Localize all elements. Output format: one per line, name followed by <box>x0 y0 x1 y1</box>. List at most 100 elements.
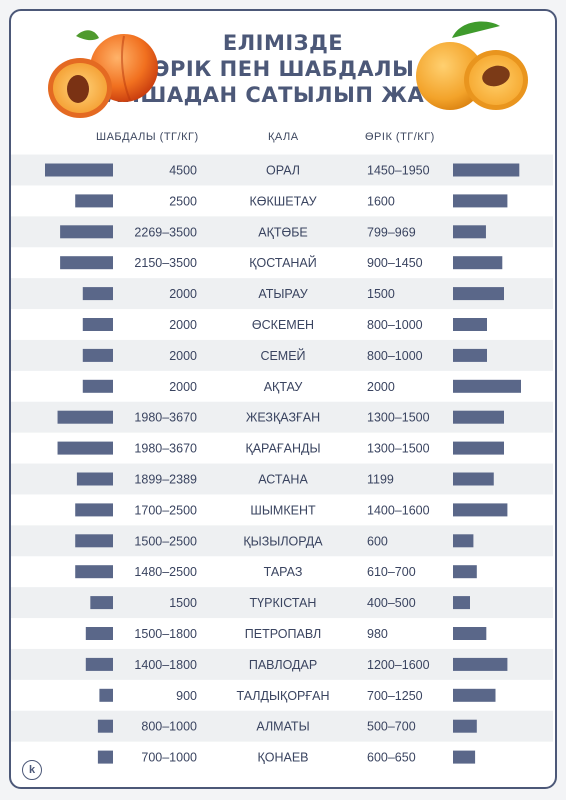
peach-bar <box>60 225 113 239</box>
apricot-price-label: 1600 <box>367 194 395 208</box>
apricot-bar <box>453 750 476 764</box>
peach-price-label: 1500 <box>169 596 197 610</box>
city-label: КӨКШЕТАУ <box>249 194 316 208</box>
city-label: ТҮРКІСТАН <box>250 596 317 610</box>
apricot-price-label: 1400–1600 <box>367 503 430 517</box>
apricot-illustration <box>416 21 528 110</box>
apricot-price-label: 1200–1600 <box>367 658 430 672</box>
city-label: ҚАРАҒАНДЫ <box>245 442 320 456</box>
peach-bar <box>82 287 113 301</box>
peach-price-label: 1980–3670 <box>134 442 197 456</box>
peach-bar <box>75 194 113 208</box>
header-peach: ШАБДАЛЫ (ТГ/КГ) <box>96 131 199 143</box>
peach-price-label: 700–1000 <box>141 751 197 765</box>
peach-bar <box>75 503 113 517</box>
peach-price-label: 1500–2500 <box>134 534 197 548</box>
peach-price-label: 2000 <box>169 349 197 363</box>
peach-price-label: 1899–2389 <box>134 473 197 487</box>
peach-price-label: 1480–2500 <box>134 565 197 579</box>
apricot-bar <box>453 410 504 424</box>
peach-price-label: 2000 <box>169 380 197 394</box>
title-line-2: ӨРІК ПЕН ШАБДАЛЫ <box>151 57 415 81</box>
peach-price-label: 800–1000 <box>141 720 197 734</box>
peach-bar <box>82 318 113 331</box>
apricot-bar <box>453 225 486 239</box>
city-label: ҚОСТАНАЙ <box>249 255 317 270</box>
peach-bar <box>45 163 113 177</box>
apricot-bar <box>453 657 508 671</box>
header-apricot: ӨРІК (ТГ/КГ) <box>365 131 435 143</box>
apricot-price-label: 2000 <box>367 380 395 394</box>
header-city: ҚАЛА <box>268 131 299 143</box>
apricot-bar <box>453 194 508 208</box>
apricot-price-label: 1300–1500 <box>367 411 430 425</box>
peach-bar <box>57 441 113 455</box>
city-label: ҚОНАЕВ <box>257 751 308 765</box>
peach-bar <box>76 472 113 486</box>
apricot-price-label: 400–500 <box>367 596 416 610</box>
peach-bar <box>85 627 113 640</box>
peach-price-label: 2500 <box>169 194 197 208</box>
city-label: АТЫРАУ <box>258 287 307 301</box>
city-label: ШЫМКЕНТ <box>250 503 316 517</box>
apricot-price-label: 1450–1950 <box>367 164 430 178</box>
peach-price-label: 900 <box>176 689 197 703</box>
peach-price-label: 1400–1800 <box>134 658 197 672</box>
peach-bar <box>75 565 113 579</box>
peach-price-label: 2269–3500 <box>134 225 197 239</box>
city-label: АҚТӨБЕ <box>258 225 308 239</box>
city-label: ӨСКЕМЕН <box>252 318 314 332</box>
apricot-bar <box>453 565 477 579</box>
apricot-price-label: 600–650 <box>367 751 416 765</box>
apricot-bar <box>453 627 487 640</box>
city-label: ЖЕЗҚАЗҒАН <box>246 411 320 425</box>
apricot-price-label: 600 <box>367 534 388 548</box>
apricot-bar <box>453 688 496 702</box>
city-label: ПАВЛОДАР <box>249 658 317 672</box>
city-label: АСТАНА <box>258 473 308 487</box>
peach-bar <box>90 596 113 610</box>
peach-price-label: 2150–3500 <box>134 256 197 270</box>
city-label: АЛМАТЫ <box>256 720 309 734</box>
apricot-bar <box>453 719 477 733</box>
peach-bar <box>97 750 113 764</box>
apricot-bar <box>453 441 504 455</box>
apricot-price-label: 1500 <box>367 287 395 301</box>
peach-bar <box>99 688 113 702</box>
apricot-bar <box>453 256 503 270</box>
title-line-3: ҚАНШАДАН САТЫЛЫП ЖАТЫР <box>88 83 478 107</box>
apricot-price-label: 1199 <box>367 473 394 487</box>
peach-price-label: 1700–2500 <box>134 503 197 517</box>
apricot-bar <box>453 472 494 486</box>
apricot-bar <box>453 318 487 331</box>
apricot-bar <box>453 163 520 177</box>
apricot-price-label: 500–700 <box>367 720 416 734</box>
peach-price-label: 2000 <box>169 318 197 332</box>
peach-price-label: 2000 <box>169 287 197 301</box>
apricot-price-label: 800–1000 <box>367 349 423 363</box>
apricot-bar <box>453 287 504 301</box>
brand-logo: k <box>22 760 42 780</box>
title-line-1: ЕЛІМІЗДЕ <box>222 31 344 55</box>
peach-price-label: 1980–3670 <box>134 411 197 425</box>
apricot-price-label: 980 <box>367 627 388 641</box>
city-label: ОРАЛ <box>266 164 300 178</box>
peach-bar <box>85 657 113 671</box>
apricot-bar <box>453 534 474 548</box>
peach-bar <box>57 410 113 424</box>
peach-bar <box>97 719 113 733</box>
peach-price-label: 1500–1800 <box>134 627 197 641</box>
peach-bar <box>82 379 113 393</box>
city-label: ҚЫЗЫЛОРДА <box>243 534 323 548</box>
apricot-bar <box>453 596 470 610</box>
city-label: СЕМЕЙ <box>260 348 305 363</box>
apricot-bar <box>453 348 487 362</box>
peach-bar <box>82 348 113 362</box>
peach-bar <box>60 256 113 270</box>
apricot-price-label: 900–1450 <box>367 256 423 270</box>
peach-price-label: 4500 <box>169 164 197 178</box>
city-label: ПЕТРОПАВЛ <box>245 627 321 641</box>
peach-illustration <box>48 30 158 118</box>
city-label: АҚТАУ <box>264 380 303 394</box>
